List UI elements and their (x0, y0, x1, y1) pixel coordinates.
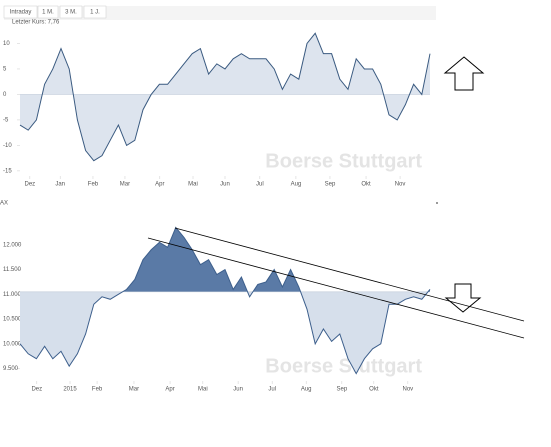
x-tick-label: Okt (361, 182, 371, 188)
y-tick-label: 10 (3, 41, 10, 47)
y-tick-label: -15 (3, 168, 12, 174)
line (19, 226, 431, 375)
down-arrow (444, 283, 482, 313)
x-tick-label: 2015 (63, 387, 77, 393)
area-above (20, 227, 430, 292)
up-arrow (443, 56, 485, 91)
x-tick-label: Nov (395, 182, 406, 188)
chart-subtitle: Letzter Kurs: 7,76 (12, 20, 60, 26)
y-tick-label: 10.000 (3, 341, 22, 347)
chart-title: AX (0, 201, 8, 207)
x-tick-label: Apr (155, 182, 164, 188)
x-tick-label: Mai (198, 387, 208, 393)
y-tick-label: -5 (3, 118, 9, 124)
x-tick-label: Jun (220, 182, 230, 188)
trend-line (147, 237, 525, 339)
watermark: Boerse Stuttgart (265, 150, 422, 172)
x-tick-label: Apr (165, 387, 174, 393)
x-tick-label: Mar (120, 182, 130, 188)
area-above (20, 33, 430, 95)
y-tick-label: 10.500 (3, 317, 22, 323)
x-tick-label: Mar (129, 387, 139, 393)
tab[interactable] (83, 5, 107, 19)
y-tick-label: 0 (3, 92, 7, 98)
x-tick-label: Sep (325, 182, 336, 188)
tab-label[interactable]: 1 M. (42, 10, 54, 16)
watermark: Boerse Stuttgart (265, 355, 422, 377)
tab[interactable] (3, 5, 38, 19)
x-tick-label: Sep (337, 387, 348, 393)
y-tick-label: 11.500 (3, 267, 22, 273)
tab-label[interactable]: 3 M. (65, 10, 77, 16)
x-tick-label: Nov (403, 387, 414, 393)
trend-line (174, 227, 525, 322)
y-tick-label: -10 (3, 143, 12, 149)
x-tick-label: Feb (92, 387, 103, 393)
x-tick-label: Feb (88, 182, 99, 188)
x-tick-label: Jun (233, 387, 243, 393)
line (19, 32, 431, 162)
tab[interactable] (37, 5, 59, 19)
y-tick-label: 11.000 (3, 292, 22, 298)
x-tick-label: Jul (268, 387, 276, 393)
x-tick-label: Aug (301, 387, 312, 393)
tab[interactable] (59, 5, 83, 19)
y-tick-label: 9.500 (3, 366, 19, 372)
x-tick-label: Jul (256, 182, 264, 188)
x-tick-label: Dez (25, 182, 36, 188)
area-below (20, 291, 428, 374)
y-tick-label: 5 (3, 67, 7, 73)
area-below (20, 94, 410, 161)
tab-label[interactable]: 1 J. (90, 10, 100, 16)
x-tick-label: Aug (291, 182, 302, 188)
y-tick-label: 12.000 (3, 242, 22, 248)
x-tick-label: Jan (55, 182, 65, 188)
tab-label[interactable]: Intraday (10, 10, 32, 16)
x-tick-label: Mai (188, 182, 198, 188)
toolbar (4, 6, 436, 20)
x-tick-label: Dez (31, 387, 42, 393)
x-tick-label: Okt (369, 387, 379, 393)
